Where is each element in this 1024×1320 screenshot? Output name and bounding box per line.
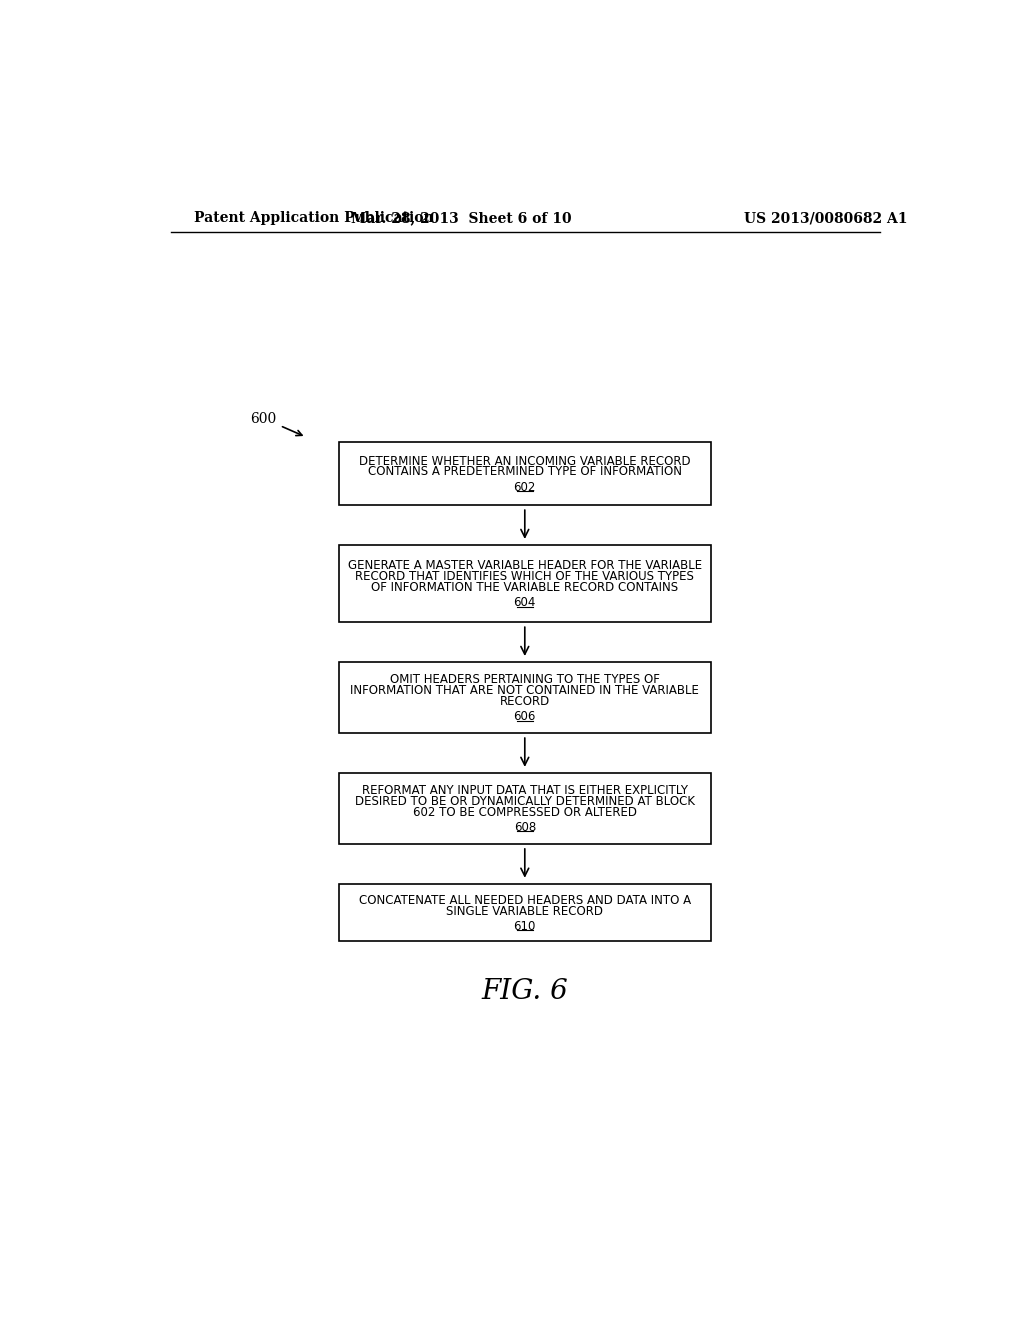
Text: REFORMAT ANY INPUT DATA THAT IS EITHER EXPLICITLY: REFORMAT ANY INPUT DATA THAT IS EITHER E… <box>361 784 688 797</box>
Text: 608: 608 <box>514 821 536 834</box>
Text: GENERATE A MASTER VARIABLE HEADER FOR THE VARIABLE: GENERATE A MASTER VARIABLE HEADER FOR TH… <box>348 560 701 573</box>
Text: OMIT HEADERS PERTAINING TO THE TYPES OF: OMIT HEADERS PERTAINING TO THE TYPES OF <box>390 673 659 686</box>
Text: CONTAINS A PREDETERMINED TYPE OF INFORMATION: CONTAINS A PREDETERMINED TYPE OF INFORMA… <box>368 465 682 478</box>
Text: FIG. 6: FIG. 6 <box>481 978 568 1005</box>
FancyBboxPatch shape <box>339 442 711 506</box>
Text: CONCATENATE ALL NEEDED HEADERS AND DATA INTO A: CONCATENATE ALL NEEDED HEADERS AND DATA … <box>358 894 691 907</box>
Text: RECORD: RECORD <box>500 694 550 708</box>
FancyBboxPatch shape <box>339 774 711 843</box>
Text: DETERMINE WHETHER AN INCOMING VARIABLE RECORD: DETERMINE WHETHER AN INCOMING VARIABLE R… <box>359 454 690 467</box>
Text: 602 TO BE COMPRESSED OR ALTERED: 602 TO BE COMPRESSED OR ALTERED <box>413 805 637 818</box>
Text: DESIRED TO BE OR DYNAMICALLY DETERMINED AT BLOCK: DESIRED TO BE OR DYNAMICALLY DETERMINED … <box>354 795 695 808</box>
Text: US 2013/0080682 A1: US 2013/0080682 A1 <box>744 211 907 226</box>
Text: INFORMATION THAT ARE NOT CONTAINED IN THE VARIABLE: INFORMATION THAT ARE NOT CONTAINED IN TH… <box>350 684 699 697</box>
Text: 600: 600 <box>251 412 276 425</box>
Text: 604: 604 <box>514 597 536 610</box>
Text: RECORD THAT IDENTIFIES WHICH OF THE VARIOUS TYPES: RECORD THAT IDENTIFIES WHICH OF THE VARI… <box>355 570 694 583</box>
Text: SINGLE VARIABLE RECORD: SINGLE VARIABLE RECORD <box>446 904 603 917</box>
Text: OF INFORMATION THE VARIABLE RECORD CONTAINS: OF INFORMATION THE VARIABLE RECORD CONTA… <box>372 581 678 594</box>
Text: 610: 610 <box>514 920 536 933</box>
Text: 606: 606 <box>514 710 536 723</box>
Text: Patent Application Publication: Patent Application Publication <box>194 211 433 226</box>
FancyBboxPatch shape <box>339 884 711 941</box>
FancyBboxPatch shape <box>339 663 711 733</box>
Text: Mar. 28, 2013  Sheet 6 of 10: Mar. 28, 2013 Sheet 6 of 10 <box>351 211 571 226</box>
Text: 602: 602 <box>514 480 536 494</box>
FancyBboxPatch shape <box>339 545 711 622</box>
